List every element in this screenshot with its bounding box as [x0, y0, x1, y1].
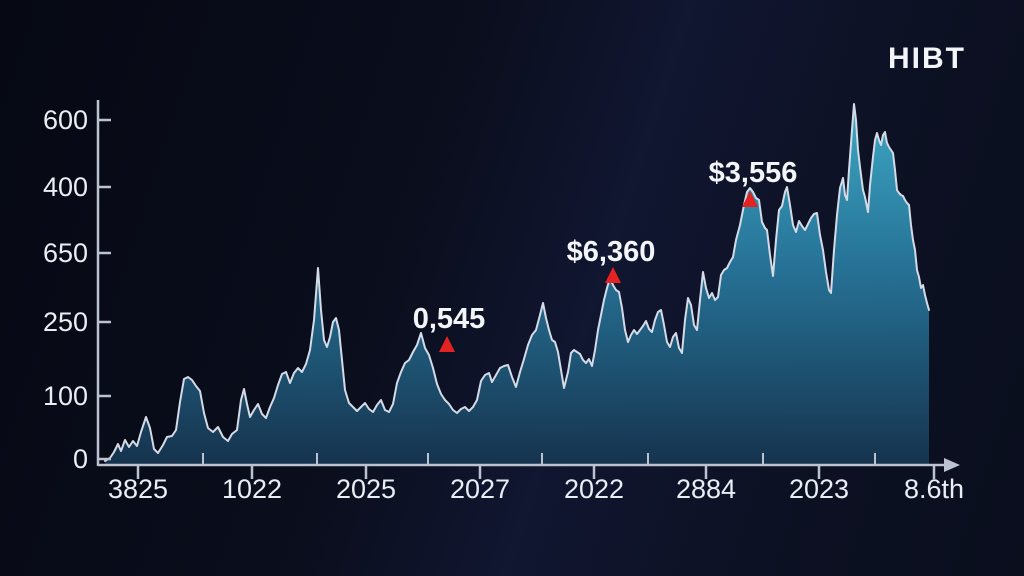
- x-tick-label: 2023: [789, 474, 849, 504]
- x-axis-arrow-icon: [944, 458, 960, 472]
- y-tick-label: 600: [43, 105, 88, 135]
- peak-marker-triangle-icon: [742, 191, 758, 207]
- x-tick-label: 1022: [222, 474, 282, 504]
- y-tick-label: 250: [43, 307, 88, 337]
- x-tick-label: 2027: [450, 474, 510, 504]
- annotation-label: 0,545: [413, 303, 486, 335]
- x-tick-label: 2884: [676, 474, 736, 504]
- x-tick-label: 2025: [336, 474, 396, 504]
- area-fill: [105, 104, 929, 465]
- x-tick-label: 8.6th: [904, 474, 964, 504]
- annotation-label: $6,360: [567, 236, 656, 268]
- y-tick-label: 400: [43, 172, 88, 202]
- annotation-label: $3,556: [709, 157, 798, 189]
- price-line: [104, 103, 930, 462]
- y-tick-label: 650: [43, 238, 88, 268]
- peak-marker-triangle-icon: [605, 267, 621, 283]
- y-tick-label: 0: [73, 444, 88, 474]
- peak-marker-triangle-icon: [439, 336, 455, 352]
- watermark-label: HIBT: [888, 42, 966, 75]
- x-tick-label: 3825: [108, 474, 168, 504]
- x-tick-label: 2022: [564, 474, 624, 504]
- y-tick-label: 100: [43, 381, 88, 411]
